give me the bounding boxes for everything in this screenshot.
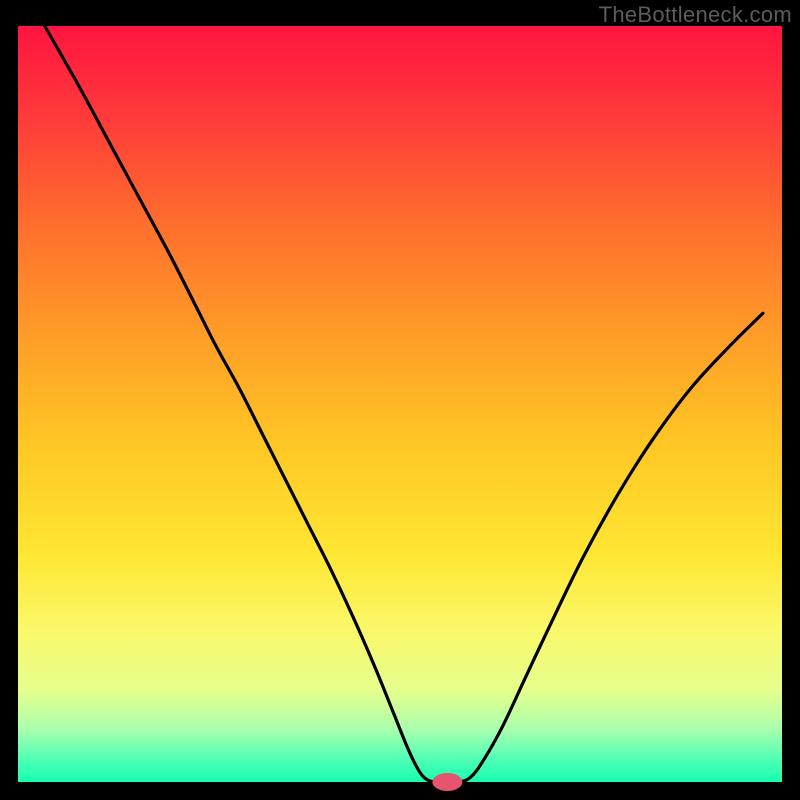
heat-gradient [18, 26, 782, 782]
watermark-text: TheBottleneck.com [599, 2, 792, 28]
optimal-marker [432, 773, 462, 791]
bottleneck-chart [0, 0, 800, 800]
chart-canvas: TheBottleneck.com [0, 0, 800, 800]
